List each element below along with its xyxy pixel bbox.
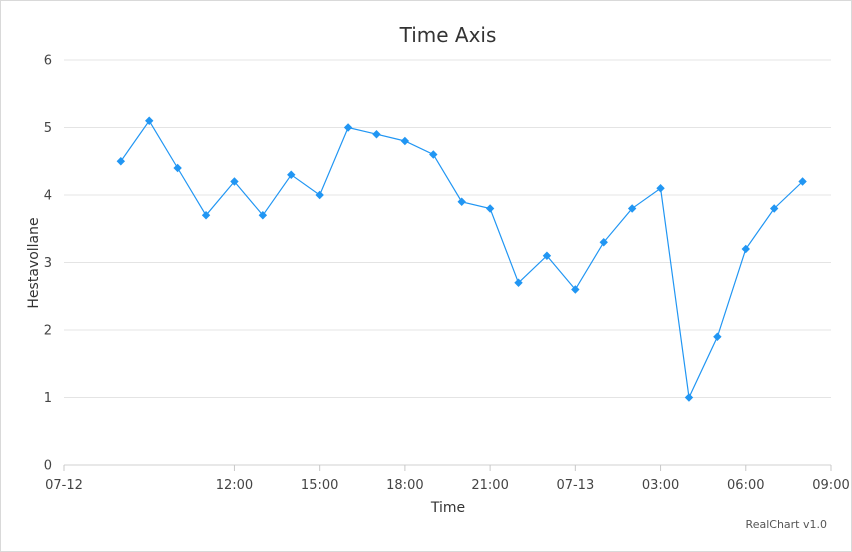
data-point-marker bbox=[627, 204, 637, 213]
x-tick-label: 07-12 bbox=[45, 478, 83, 493]
series-line bbox=[120, 119, 804, 400]
data-point-marker bbox=[656, 184, 665, 193]
data-point-marker bbox=[457, 197, 466, 206]
data-point-marker bbox=[145, 116, 154, 125]
data-point-marker bbox=[201, 211, 211, 220]
data-point-marker bbox=[400, 136, 410, 146]
y-tick-label: 3 bbox=[44, 256, 52, 271]
grid-lines bbox=[64, 59, 831, 466]
x-tick-label: 12:00 bbox=[216, 478, 253, 493]
data-point-marker bbox=[287, 170, 296, 179]
data-point-marker bbox=[599, 238, 608, 247]
x-tick-label: 03:00 bbox=[642, 478, 679, 493]
data-point-marker bbox=[684, 393, 694, 402]
y-axis-ticks: 0 1 2 3 4 5 6 bbox=[44, 54, 52, 474]
x-tick-label: 18:00 bbox=[386, 478, 423, 493]
x-tick-label: 06:00 bbox=[727, 478, 764, 493]
data-point-marker bbox=[315, 190, 324, 200]
y-tick-label: 6 bbox=[44, 54, 52, 69]
data-point-marker bbox=[542, 251, 552, 260]
data-point-marker bbox=[713, 332, 722, 341]
data-point-marker bbox=[173, 163, 182, 173]
x-tick-label: 21:00 bbox=[471, 478, 508, 493]
data-point-marker bbox=[485, 204, 495, 213]
series-markers bbox=[116, 116, 807, 402]
chart-credit: RealChart v1.0 bbox=[746, 518, 827, 531]
data-point-marker bbox=[230, 177, 239, 186]
data-point-marker bbox=[514, 278, 523, 287]
data-point-marker bbox=[769, 204, 779, 213]
data-point-marker bbox=[429, 150, 438, 159]
data-point-marker bbox=[116, 157, 126, 166]
x-axis-title: Time bbox=[430, 500, 465, 516]
data-point-marker bbox=[798, 177, 807, 186]
x-tick-label: 09:00 bbox=[812, 478, 849, 493]
y-tick-label: 0 bbox=[44, 459, 52, 474]
data-point-marker bbox=[258, 211, 268, 220]
x-axis-ticks: 07-12 12:00 15:00 18:00 21:00 07-13 03:00 06:00… bbox=[45, 465, 850, 493]
y-tick-label: 2 bbox=[44, 324, 52, 339]
x-tick-label: 07-13 bbox=[556, 478, 594, 493]
chart-title: Time Axis bbox=[399, 23, 497, 47]
y-tick-label: 1 bbox=[44, 391, 52, 406]
x-tick-label: 15:00 bbox=[301, 478, 338, 493]
y-tick-label: 4 bbox=[44, 189, 52, 204]
y-axis-title: Hestavollane bbox=[26, 217, 42, 308]
data-point-marker bbox=[343, 123, 353, 132]
data-point-marker bbox=[571, 285, 580, 294]
data-point-marker bbox=[741, 244, 750, 254]
y-tick-label: 5 bbox=[44, 121, 52, 136]
data-point-marker bbox=[372, 130, 381, 139]
